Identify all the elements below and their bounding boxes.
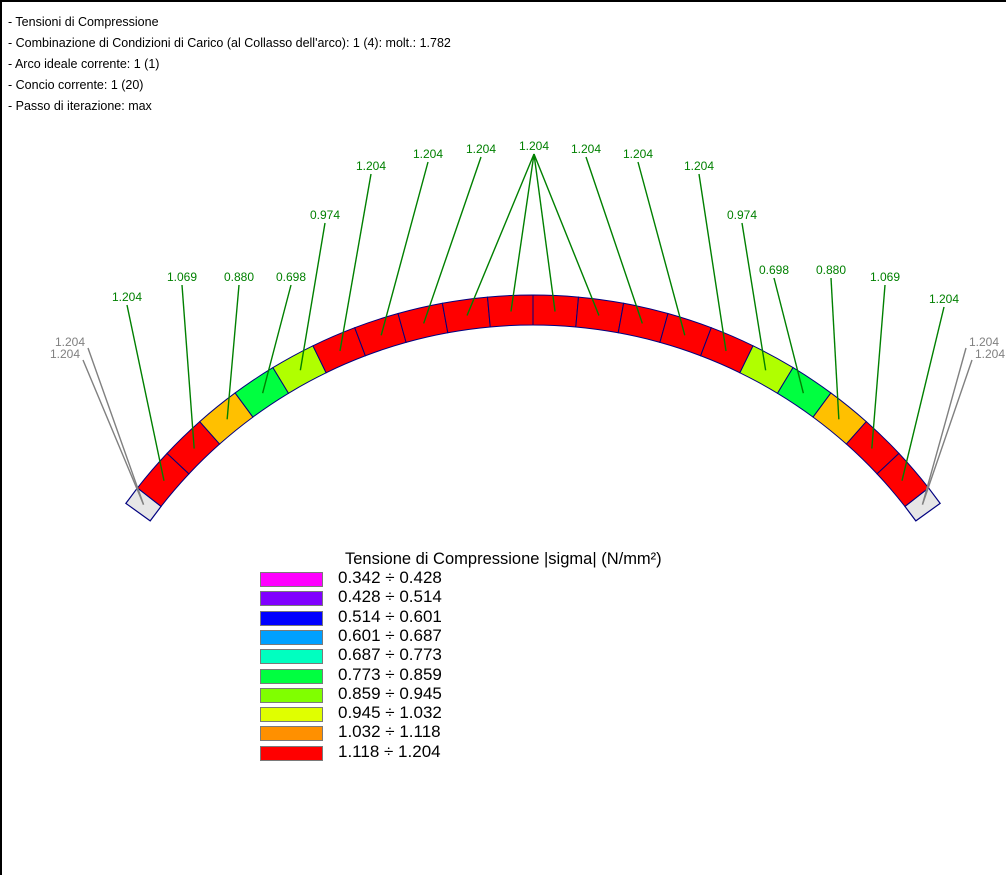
legend-range-label: 0.945 ÷ 1.032	[338, 703, 442, 723]
stress-value-label: 1.204	[623, 147, 653, 161]
stress-leader-line	[339, 173, 372, 352]
end-leader-line	[921, 359, 973, 505]
stress-value-label: 0.698	[759, 263, 789, 277]
legend-range-label: 0.773 ÷ 0.859	[338, 664, 442, 684]
stress-leader-line	[510, 153, 535, 312]
stress-leader-line	[773, 277, 805, 394]
stress-value-label: 1.069	[167, 270, 197, 284]
legend-item: 1.118 ÷ 1.204	[260, 741, 560, 763]
stress-value-label: 0.698	[276, 270, 306, 284]
stress-value-label: 1.204	[466, 142, 496, 156]
arch-block	[441, 296, 491, 334]
info-line-title: - Tensioni di Compressione	[8, 15, 159, 29]
stress-leader-line	[741, 222, 767, 371]
arch-block	[397, 302, 449, 344]
stress-leader-line	[423, 156, 482, 324]
legend-item: 0.773 ÷ 0.859	[260, 664, 560, 686]
end-leader-line	[921, 347, 967, 505]
stress-leader-line	[299, 222, 326, 371]
stress-value-label: 0.974	[310, 208, 340, 222]
end-stress-label: 1.204	[50, 347, 80, 361]
legend-title: Tensione di Compressione |sigma| (N/mm²)	[345, 550, 662, 568]
stress-leader-line	[261, 284, 292, 394]
stress-leader-line	[226, 284, 240, 420]
stress-value-label: 1.204	[413, 147, 443, 161]
stress-leader-line	[466, 153, 535, 316]
stress-value-label: 1.204	[519, 139, 549, 153]
legend-item: 0.859 ÷ 0.945	[260, 683, 560, 705]
end-leader-line	[87, 347, 145, 505]
stress-value-label: 1.204	[684, 159, 714, 173]
stress-leader-line	[901, 306, 945, 481]
legend-item: 0.428 ÷ 0.514	[260, 587, 560, 608]
stress-leader-line	[380, 161, 429, 336]
info-line-current-block: - Concio corrente: 1 (20)	[8, 78, 144, 92]
legend-swatch	[260, 745, 323, 761]
arch-block	[532, 294, 580, 328]
legend-range-label: 0.687 ÷ 0.773	[338, 645, 442, 665]
legend-swatch	[260, 707, 323, 723]
stress-leader-line	[698, 173, 727, 352]
end-stress-label: 1.204	[975, 347, 1005, 361]
legend-item: 0.342 ÷ 0.428	[260, 568, 560, 589]
legend-swatch	[260, 629, 323, 645]
legend-swatch	[260, 687, 323, 703]
stress-value-label: 0.974	[727, 208, 757, 222]
stress-value-label: 1.204	[112, 290, 142, 304]
legend-item: 1.032 ÷ 1.118	[260, 722, 560, 743]
stress-leader-line	[871, 284, 886, 449]
stress-leader-line	[533, 153, 600, 316]
end-leader-line	[82, 359, 145, 505]
stress-leader-line	[181, 284, 195, 449]
arch-block	[575, 296, 625, 334]
legend-swatch	[260, 668, 323, 684]
legend-range-label: 0.342 ÷ 0.428	[338, 568, 442, 587]
info-line-ideal-arch: - Arco ideale corrente: 1 (1)	[8, 57, 160, 71]
end-stress-label: 1.204	[969, 335, 999, 349]
legend-range-label: 0.514 ÷ 0.601	[338, 606, 442, 626]
info-line-iteration-step: - Passo di iterazione: max	[8, 99, 152, 113]
legend-swatch	[260, 591, 323, 607]
legend-item: 0.601 ÷ 0.687	[260, 625, 560, 647]
stress-value-label: 0.880	[224, 270, 254, 284]
legend-item: 0.945 ÷ 1.032	[260, 703, 560, 724]
stress-leader-line	[585, 156, 643, 324]
arch-block	[617, 302, 669, 344]
legend-swatch	[260, 610, 323, 626]
legend-range-label: 0.428 ÷ 0.514	[338, 587, 442, 607]
legend-range-label: 0.859 ÷ 0.945	[338, 683, 442, 703]
legend-item: 0.687 ÷ 0.773	[260, 645, 560, 666]
stress-value-label: 1.204	[356, 159, 386, 173]
legend-item: 0.514 ÷ 0.601	[260, 606, 560, 628]
stress-leader-line	[830, 277, 840, 420]
stress-value-label: 1.204	[571, 142, 601, 156]
stress-leader-line	[637, 161, 686, 336]
legend-range-label: 1.032 ÷ 1.118	[338, 722, 441, 742]
info-panel: - Tensioni di Compressione - Combinazion…	[8, 12, 451, 117]
stress-value-label: 1.204	[929, 292, 959, 306]
legend-range-label: 1.118 ÷ 1.204	[338, 741, 441, 761]
stress-value-label: 1.069	[870, 270, 900, 284]
info-line-load-combination: - Combinazione di Condizioni di Carico (…	[8, 36, 451, 50]
legend-range-label: 0.601 ÷ 0.687	[338, 625, 442, 645]
legend-swatch	[260, 649, 323, 665]
end-stress-label: 1.204	[55, 335, 85, 349]
legend-swatch	[260, 726, 323, 742]
legend-swatch	[260, 572, 323, 587]
stress-leader-line	[126, 304, 165, 481]
stress-value-label: 0.880	[816, 263, 846, 277]
stress-leader-line	[533, 153, 556, 312]
arch-block	[486, 294, 534, 328]
